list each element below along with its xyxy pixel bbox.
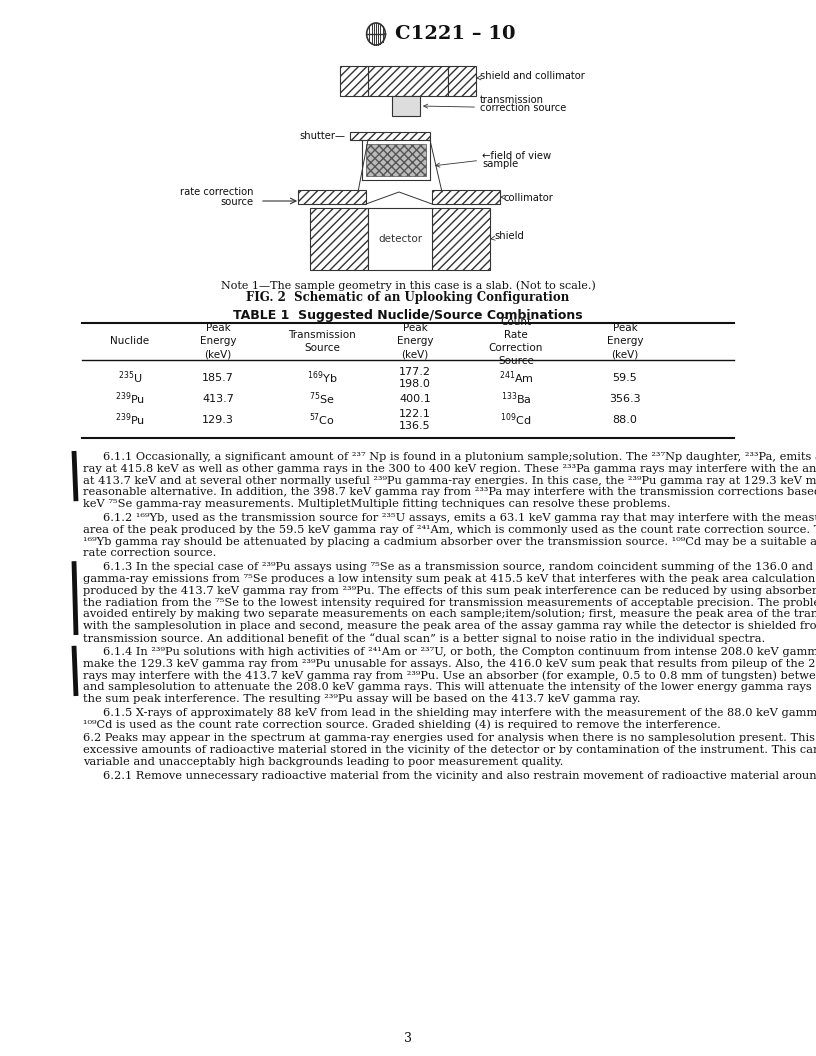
Text: 6.1.1 Occasionally, a significant amount of ²³⁷ Np is found in a plutonium sampl: 6.1.1 Occasionally, a significant amount…: [103, 452, 816, 463]
Text: 6.1.3 In the special case of ²³⁹Pu assays using ⁷⁵Se as a transmission source, r: 6.1.3 In the special case of ²³⁹Pu assay…: [103, 562, 816, 572]
Text: $^{241}$Am: $^{241}$Am: [499, 370, 534, 386]
Text: $^{239}$Pu: $^{239}$Pu: [115, 391, 145, 408]
Text: $^{169}$Yb: $^{169}$Yb: [307, 370, 337, 386]
Text: Peak
Energy
(keV): Peak Energy (keV): [607, 323, 643, 360]
Bar: [432, 190, 500, 204]
Text: variable and unacceptably high backgrounds leading to poor measurement quality.: variable and unacceptably high backgroun…: [83, 757, 563, 767]
Text: Note 1—The sample geometry in this case is a slab. (Not to scale.): Note 1—The sample geometry in this case …: [220, 281, 596, 291]
Text: gamma-ray emissions from ⁷⁵Se produces a low intensity sum peak at 415.5 keV tha: gamma-ray emissions from ⁷⁵Se produces a…: [83, 574, 816, 584]
Text: 177.2
198.0: 177.2 198.0: [399, 366, 431, 390]
Text: collimator: collimator: [501, 193, 554, 203]
Text: Peak
Energy
(keV): Peak Energy (keV): [397, 323, 433, 360]
Text: correction source: correction source: [424, 103, 566, 113]
Text: make the 129.3 keV gamma ray from ²³⁹Pu unusable for assays. Also, the 416.0 keV: make the 129.3 keV gamma ray from ²³⁹Pu …: [83, 659, 816, 668]
Text: 129.3: 129.3: [202, 415, 234, 425]
Text: reasonable alternative. In addition, the 398.7 keV gamma ray from ²³³Pa may inte: reasonable alternative. In addition, the…: [83, 488, 816, 497]
Text: transmission: transmission: [480, 95, 544, 105]
Bar: [310, 208, 368, 270]
Text: detector: detector: [378, 234, 422, 244]
Bar: [298, 190, 366, 204]
Text: $^{235}$U: $^{235}$U: [118, 370, 142, 386]
Text: 6.1.2 ¹⁶⁹Yb, used as the transmission source for ²³⁵U assays, emits a 63.1 keV g: 6.1.2 ¹⁶⁹Yb, used as the transmission so…: [103, 513, 816, 523]
Bar: [368, 208, 432, 270]
Text: area of the peak produced by the 59.5 keV gamma ray of ²⁴¹Am, which is commonly : area of the peak produced by the 59.5 ke…: [83, 525, 816, 534]
Text: 88.0: 88.0: [613, 415, 637, 425]
Text: excessive amounts of radioactive material stored in the vicinity of the detector: excessive amounts of radioactive materia…: [83, 746, 816, 755]
Text: $^{75}$Se: $^{75}$Se: [309, 391, 335, 408]
Text: transmission source. An additional benefit of the “dual scan” is a better signal: transmission source. An additional benef…: [83, 633, 765, 644]
Text: ¹⁶⁹Yb gamma ray should be attenuated by placing a cadmium absorber over the tran: ¹⁶⁹Yb gamma ray should be attenuated by …: [83, 536, 816, 547]
Text: keV ⁷⁵Se gamma-ray measurements. MultipletMultiple fitting techniques can resolv: keV ⁷⁵Se gamma-ray measurements. Multipl…: [83, 499, 671, 509]
Text: 6.1.5 X-rays of approximately 88 keV from lead in the shielding may interfere wi: 6.1.5 X-rays of approximately 88 keV fro…: [103, 708, 816, 718]
Text: the sum peak interference. The resulting ²³⁹Pu assay will be based on the 413.7 : the sum peak interference. The resulting…: [83, 694, 641, 704]
Text: 185.7: 185.7: [202, 373, 234, 383]
Text: the radiation from the ⁷⁵Se to the lowest intensity required for transmission me: the radiation from the ⁷⁵Se to the lowes…: [83, 598, 816, 607]
Text: 413.7: 413.7: [202, 394, 234, 404]
Text: ¹⁰⁹Cd is used as the count rate correction source. Graded shielding (4) is requi: ¹⁰⁹Cd is used as the count rate correcti…: [83, 719, 721, 730]
Text: 6.2.1 Remove unnecessary radioactive material from the vicinity and also restrai: 6.2.1 Remove unnecessary radioactive mat…: [103, 771, 816, 780]
Text: 356.3: 356.3: [610, 394, 641, 404]
Text: $^{133}$Ba: $^{133}$Ba: [501, 391, 531, 408]
Text: 6.1.4 In ²³⁹Pu solutions with high activities of ²⁴¹Am or ²³⁷U, or both, the Com: 6.1.4 In ²³⁹Pu solutions with high activ…: [103, 646, 816, 657]
Text: Transmission
Source: Transmission Source: [288, 329, 356, 353]
Text: source: source: [221, 197, 254, 207]
Text: rate correction: rate correction: [180, 187, 254, 197]
Text: 122.1
136.5: 122.1 136.5: [399, 409, 431, 431]
Text: rays may interfere with the 413.7 keV gamma ray from ²³⁹Pu. Use an absorber (for: rays may interfere with the 413.7 keV ga…: [83, 671, 816, 681]
Text: rate correction source.: rate correction source.: [83, 548, 216, 559]
Text: shield: shield: [490, 231, 524, 241]
Text: sample: sample: [482, 159, 518, 169]
Text: $^{239}$Pu: $^{239}$Pu: [115, 412, 145, 429]
Text: $^{57}$Co: $^{57}$Co: [309, 412, 335, 429]
Text: C1221 – 10: C1221 – 10: [395, 25, 516, 43]
Text: Nuclide: Nuclide: [110, 337, 149, 346]
Text: avoided entirely by making two separate measurements on each sample;item/solutio: avoided entirely by making two separate …: [83, 609, 816, 620]
Bar: [350, 132, 430, 140]
Bar: [448, 65, 476, 96]
Text: 400.1: 400.1: [399, 394, 431, 404]
Text: 3: 3: [404, 1032, 412, 1044]
Text: and samplesolution to attenuate the 208.0 keV gamma rays. This will attenuate th: and samplesolution to attenuate the 208.…: [83, 682, 816, 692]
Text: at 413.7 keV and at several other normally useful ²³⁹Pu gamma-ray energies. In t: at 413.7 keV and at several other normal…: [83, 475, 816, 486]
Text: $^{109}$Cd: $^{109}$Cd: [500, 412, 531, 429]
Bar: [366, 144, 426, 176]
Bar: [392, 96, 420, 116]
Bar: [368, 65, 448, 96]
Text: Peak
Energy
(keV): Peak Energy (keV): [200, 323, 237, 360]
Text: ray at 415.8 keV as well as other gamma rays in the 300 to 400 keV region. These: ray at 415.8 keV as well as other gamma …: [83, 464, 816, 474]
Text: shield and collimator: shield and collimator: [477, 71, 585, 81]
Text: FIG. 2  Schematic of an Uplooking Configuration: FIG. 2 Schematic of an Uplooking Configu…: [246, 291, 570, 304]
Text: shutter—: shutter—: [299, 131, 345, 142]
Text: with the samplesolution in place and second, measure the peak area of the assay : with the samplesolution in place and sec…: [83, 621, 816, 631]
Bar: [340, 65, 368, 96]
Bar: [432, 208, 490, 270]
Text: TABLE 1  Suggested Nuclide/Source Combinations: TABLE 1 Suggested Nuclide/Source Combina…: [233, 309, 583, 322]
Text: Count
Rate
Correction
Source: Count Rate Correction Source: [489, 317, 543, 366]
Text: produced by the 413.7 keV gamma ray from ²³⁹Pu. The effects of this sum peak int: produced by the 413.7 keV gamma ray from…: [83, 586, 816, 596]
Text: 59.5: 59.5: [613, 373, 637, 383]
Text: 6.2 Peaks may appear in the spectrum at gamma-ray energies used for analysis whe: 6.2 Peaks may appear in the spectrum at …: [83, 734, 816, 743]
Text: ←field of view: ←field of view: [436, 151, 551, 167]
